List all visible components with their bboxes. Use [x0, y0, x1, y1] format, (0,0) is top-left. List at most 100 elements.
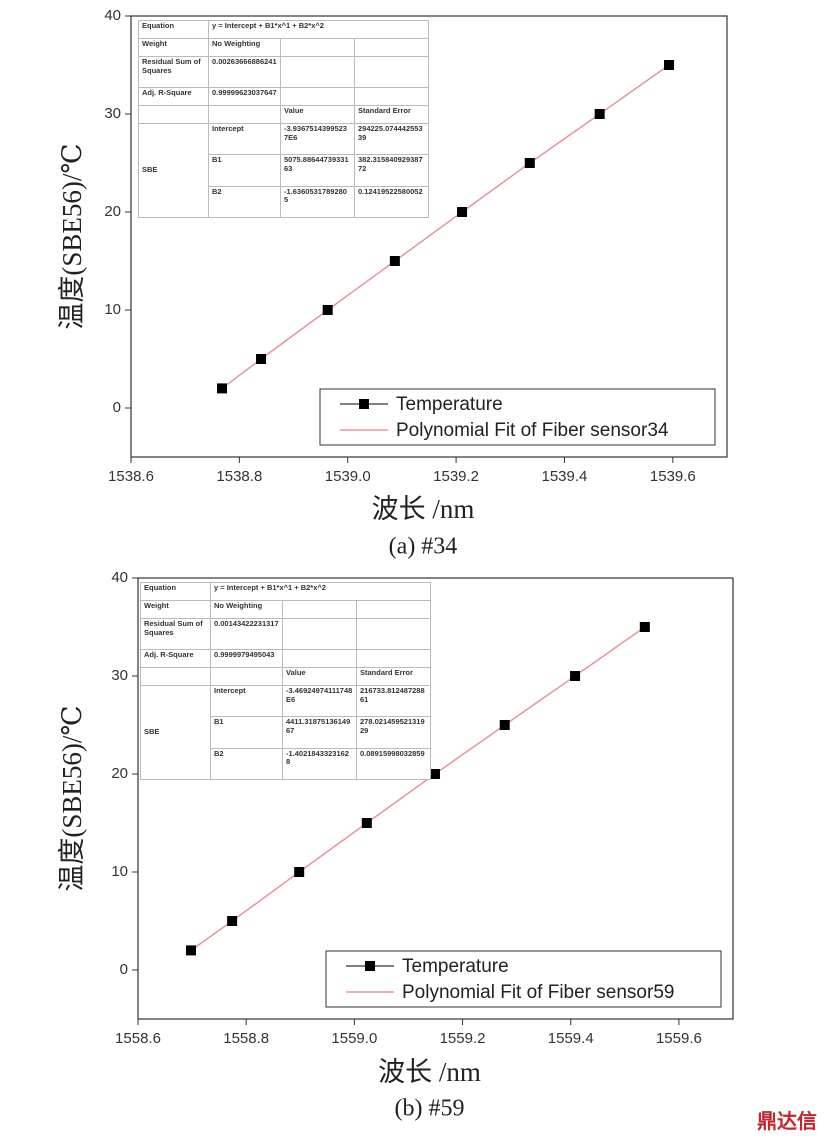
fit-label: Adj. R-Square — [140, 649, 211, 669]
fit-param: B1 — [208, 154, 281, 187]
y-tick-label: 30 — [104, 105, 121, 122]
fit-row: Adj. R-Square 0.9999979495043 — [140, 649, 432, 669]
fit-param: 0.12419522580052 — [353, 185, 430, 219]
fit-empty — [282, 649, 357, 669]
fit-param-row: SBE Intercept -3.93675143995237E6 294225.07… — [138, 123, 430, 218]
x-tick-label: 1539.4 — [542, 468, 588, 485]
fit-empty — [280, 87, 355, 107]
data-point — [664, 60, 675, 70]
fit-header: Standard Error — [353, 105, 430, 125]
legend-box — [325, 950, 722, 1008]
fit-row: Weight No Weighting — [140, 599, 432, 619]
data-point — [322, 305, 333, 315]
fit-empty — [280, 37, 355, 57]
fit-label: Residual Sum of Squares — [140, 617, 211, 651]
data-point — [594, 109, 605, 119]
y-axis-label: 温度(SBE56)/℃ — [57, 143, 87, 329]
fit-table: Equation y = Intercept + B1*x^1 + B2*x^2 W… — [138, 20, 430, 219]
fit-header: Standard Error — [355, 667, 432, 687]
fit-label: Residual Sum of Squares — [138, 55, 209, 89]
x-tick-label: 1559.0 — [331, 1030, 377, 1047]
x-tick-label: 1558.8 — [223, 1030, 269, 1047]
caption: (a) #34 — [389, 534, 458, 560]
fit-value: 0.00263666886241 — [208, 55, 281, 89]
fit-param-row: B2 -1.40218433231628 0.08915998032859 — [141, 747, 432, 781]
plot-frame — [137, 577, 734, 1020]
fit-param: 294225.07444255339 — [353, 123, 430, 156]
data-point — [294, 867, 305, 877]
fit-group: SBE — [140, 685, 211, 780]
data-point — [256, 354, 267, 364]
fit-param: 4411.3187513614967 — [282, 716, 357, 749]
y-tick-label: 40 — [104, 7, 121, 24]
data-point — [186, 945, 197, 956]
legend-marker — [365, 961, 375, 971]
x-tick-label: 1539.0 — [325, 468, 371, 485]
y-tick-label: 10 — [111, 863, 128, 880]
fit-line — [190, 626, 646, 952]
fit-empty — [208, 105, 281, 125]
fit-row: Weight No Weighting — [138, 37, 430, 57]
fit-param: -3.93675143995237E6 — [280, 123, 355, 156]
fit-empty — [353, 55, 430, 89]
fit-row: Residual Sum of Squares 0.00143422231317 — [140, 617, 432, 651]
fit-empty — [355, 617, 432, 651]
fit-line — [221, 64, 670, 389]
fit-header-row: Value Standard Error — [138, 105, 430, 125]
plot-frame — [130, 15, 728, 458]
data-point — [457, 207, 468, 217]
fit-label: Weight — [140, 599, 211, 619]
fit-param: Intercept — [210, 685, 283, 718]
y-axis-label: 温度(SBE56)/℃ — [57, 705, 87, 891]
fit-empty — [353, 87, 430, 107]
fit-value: 0.99999623037647 — [208, 87, 281, 107]
legend-box — [319, 388, 716, 446]
data-point — [361, 818, 372, 828]
fit-header: Value — [280, 105, 355, 125]
x-tick-label: 1559.4 — [548, 1030, 594, 1047]
fit-label: Equation — [138, 20, 209, 39]
y-tick-label: 0 — [113, 399, 121, 416]
data-point — [524, 158, 535, 168]
data-point — [227, 916, 238, 926]
data-point — [217, 383, 228, 394]
fit-header: Value — [282, 667, 357, 687]
y-tick-label: 20 — [111, 765, 128, 782]
fit-empty — [355, 649, 432, 669]
fit-param: Intercept — [208, 123, 281, 156]
fit-header-row: Value Standard Error — [140, 667, 432, 687]
x-tick-label: 1538.6 — [108, 468, 154, 485]
x-tick-label: 1559.6 — [656, 1030, 702, 1047]
y-tick-label: 0 — [120, 961, 128, 978]
fit-param: -3.46924974111748E6 — [282, 685, 357, 718]
x-axis-label: 波长 /nm — [378, 1057, 481, 1087]
fit-empty — [355, 599, 432, 619]
fit-label: Adj. R-Square — [138, 87, 209, 107]
fit-group: SBE — [138, 123, 209, 218]
y-tick-label: 40 — [111, 569, 128, 586]
caption: (b) #59 — [395, 1096, 465, 1122]
fit-param: 0.08915998032859 — [355, 747, 432, 781]
fit-row: Adj. R-Square 0.99999623037647 — [138, 87, 430, 107]
fit-empty — [140, 667, 211, 687]
fit-value: y = Intercept + B1*x^1 + B2*x^2 — [207, 20, 430, 39]
x-tick-label: 1538.8 — [216, 468, 262, 485]
fit-empty — [280, 55, 355, 89]
fit-param: 216733.81248728861 — [355, 685, 432, 718]
y-tick-label: 30 — [111, 667, 128, 684]
fit-param-row: B2 -1.63605317892805 0.12419522580052 — [139, 185, 430, 219]
fit-row: Equation y = Intercept + B1*x^1 + B2*x^2 — [140, 582, 432, 601]
fit-param: B2 — [210, 747, 283, 781]
x-tick-label: 1539.6 — [650, 468, 696, 485]
fit-empty — [282, 599, 357, 619]
data-point — [429, 769, 440, 779]
fit-label: Equation — [140, 582, 211, 601]
fit-empty — [353, 37, 430, 57]
x-tick-label: 1558.6 — [115, 1030, 161, 1047]
data-point — [499, 720, 510, 730]
fit-param: B1 — [210, 716, 283, 749]
fit-empty — [138, 105, 209, 125]
fit-empty — [210, 667, 283, 687]
